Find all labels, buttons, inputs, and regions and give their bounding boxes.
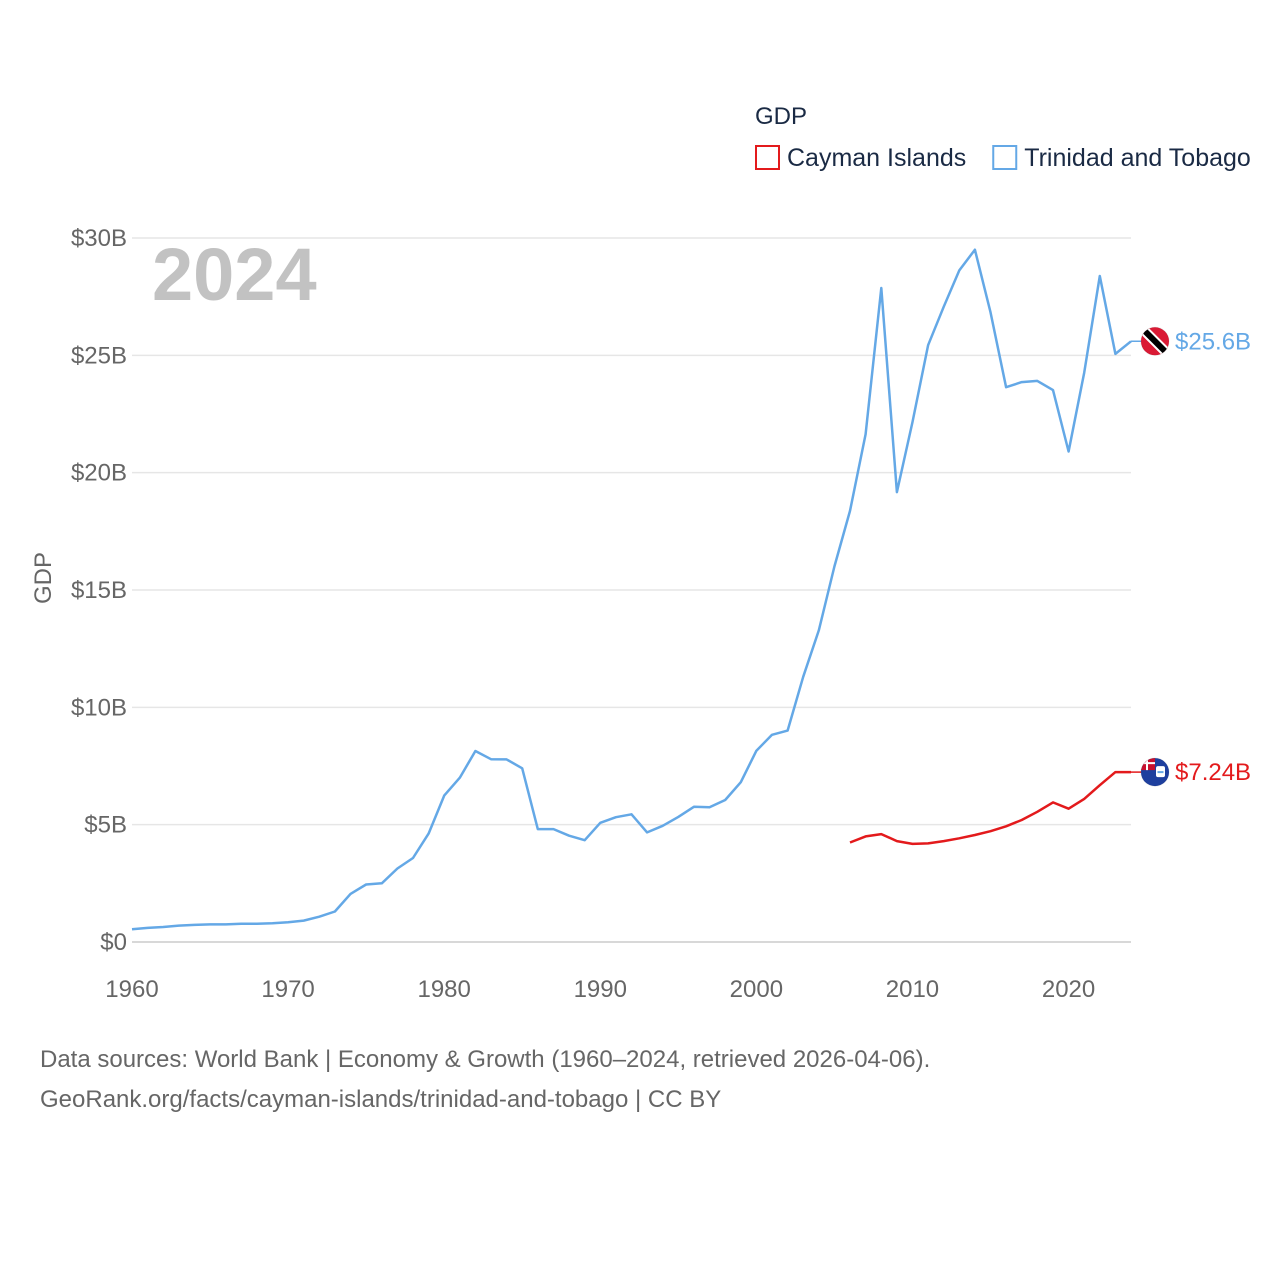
legend-title: GDP: [755, 103, 807, 130]
legend-item[interactable]: Cayman Islands: [755, 144, 966, 172]
x-tick-label: 1970: [261, 976, 314, 1003]
legend-item[interactable]: Trinidad and Tobago: [992, 144, 1251, 172]
legend-swatch: [755, 145, 780, 170]
x-tick-label: 2020: [1042, 976, 1095, 1003]
series-lines: [131, 248, 1132, 931]
cayman-islands-flag-icon: [1140, 757, 1170, 787]
y-tick-label: $5B: [84, 812, 127, 839]
trinidad-and-tobago-flag-icon: [1140, 326, 1170, 356]
y-axis-ticks: $0 $5B $10B $15B $20B $25B $30B: [71, 225, 127, 956]
data-source-footer: Data sources: World Bank | Economy & Gro…: [40, 1040, 1240, 1120]
gdp-line-chart: $0$5B$10B$15B$20B$25B$30B 1960 1970 1980 19…: [30, 103, 1251, 1003]
series-line: [131, 248, 1132, 931]
source-url[interactable]: GeoRank.org/facts/cayman-islands/trinida…: [40, 1086, 722, 1113]
series-line: [849, 770, 1131, 846]
source-line: Data sources: World Bank | Economy & Gro…: [40, 1046, 931, 1073]
x-tick-label: 1980: [417, 976, 470, 1003]
y-tick-label: $30B: [71, 225, 127, 252]
y-tick-label: $10B: [71, 694, 127, 721]
legend[interactable]: Cayman Islands Trinidad and Tobago: [755, 144, 1251, 172]
legend-label: Cayman Islands: [787, 144, 966, 172]
x-axis-ticks: 1960 1970 1980 1990 2000 2010 2020: [105, 976, 1095, 1003]
x-tick-label: 1990: [574, 976, 627, 1003]
x-tick-label: 1960: [105, 976, 158, 1003]
series-end-labels: $7.24B $25.6B: [1131, 326, 1251, 787]
y-tick-label: $20B: [71, 460, 127, 487]
year-label: 2024: [152, 233, 317, 316]
gridlines: [132, 237, 1131, 943]
y-axis-title: GDP: [30, 552, 57, 604]
y-tick-label: $25B: [71, 342, 127, 369]
x-tick-label: 2000: [730, 976, 783, 1003]
legend-swatch: [992, 145, 1018, 170]
x-tick-label: 2010: [886, 976, 939, 1003]
y-tick-label: $0: [100, 929, 127, 956]
legend-label: Trinidad and Tobago: [1024, 144, 1251, 172]
series-end-value: $7.24B: [1175, 759, 1251, 786]
series-end-value: $25.6B: [1175, 328, 1251, 355]
y-tick-label: $15B: [71, 577, 127, 604]
